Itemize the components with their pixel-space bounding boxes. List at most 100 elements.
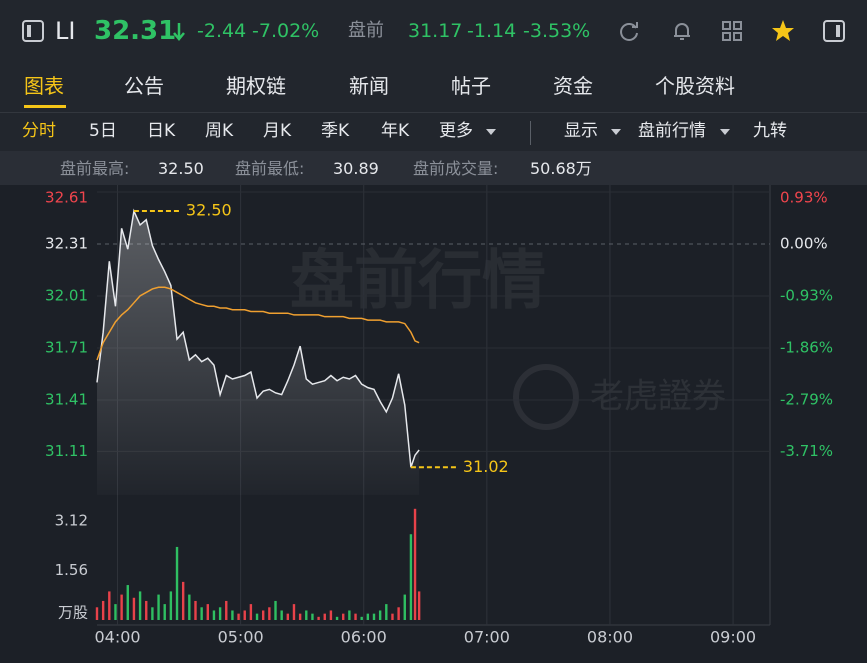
sub-tab[interactable]: 月K (263, 121, 292, 141)
volume-bar (305, 610, 308, 620)
watermark-brand: 老虎證券 (590, 377, 726, 417)
volume-bar (249, 604, 253, 620)
x-tick-label: 08:00 (587, 628, 633, 647)
y-tick-label: 31.41 (45, 390, 88, 408)
volume-bar (200, 607, 203, 620)
back-icon[interactable] (22, 20, 44, 42)
volume-bar (132, 597, 136, 620)
x-tick-label: 06:00 (341, 628, 387, 647)
dropdown-icon (720, 129, 730, 135)
volume-bar (342, 613, 345, 620)
y2-tick-label: -3.71% (780, 442, 833, 460)
x-tick-label: 04:00 (94, 628, 140, 647)
bell-icon[interactable] (671, 20, 693, 42)
dropdown-icon (486, 129, 496, 135)
sub-tab[interactable]: 分时 (22, 121, 56, 141)
y-tick-label: 32.31 (45, 234, 88, 252)
volume-tick-label: 1.56 (55, 561, 88, 579)
stat-label: 盘前成交量: (413, 159, 499, 178)
y2-tick-label: -1.86% (780, 338, 833, 356)
tab[interactable]: 资金 (553, 74, 593, 98)
tab[interactable]: 新闻 (349, 74, 389, 98)
tab[interactable]: 图表 (24, 74, 64, 98)
price-line (96, 208, 420, 468)
watermark: 盘前行情 (290, 245, 546, 319)
volume-bar (126, 585, 129, 620)
volume-bar (372, 613, 376, 620)
volume-bar (397, 607, 400, 620)
pre-change-pct: -3.53% (523, 20, 591, 42)
volume-bar (188, 594, 191, 620)
volume-bar (138, 591, 142, 620)
volume-bar (409, 534, 413, 620)
tab[interactable]: 帖子 (451, 74, 491, 98)
sub-tab[interactable]: 季K (321, 121, 350, 141)
volume-bar (403, 594, 406, 620)
volume-bar (323, 613, 326, 620)
volume-bar (286, 613, 290, 620)
tab[interactable]: 期权链 (226, 74, 286, 98)
volume-bar (317, 616, 320, 620)
volume-bar (194, 600, 197, 620)
volume-bar (268, 607, 271, 620)
tabs: 图表 公告 期权链 新闻 帖子 资金 个股资料 (0, 62, 867, 113)
sub-tab[interactable]: 更多 (439, 121, 473, 141)
volume-bar (151, 607, 154, 620)
volume-bar (212, 610, 216, 620)
pre-price: 31.17 (408, 20, 463, 42)
volume-bar (243, 610, 246, 620)
change-pct: -7.02% (252, 20, 320, 42)
sub-tab[interactable]: 周K (205, 121, 234, 141)
tab[interactable]: 公告 (124, 74, 164, 98)
volume-bar (261, 610, 265, 620)
volume-bar (378, 610, 382, 620)
volume-bar (292, 604, 296, 620)
panel-icon[interactable] (823, 20, 845, 42)
price: 32.31 (94, 16, 177, 46)
volume-tick-label: 3.12 (55, 511, 88, 529)
volume-bar (274, 600, 277, 620)
grid-icon[interactable] (721, 20, 743, 42)
option[interactable]: 九转 (753, 121, 787, 141)
x-tick-label: 09:00 (710, 628, 756, 647)
tab[interactable]: 个股资料 (655, 74, 735, 98)
y2-tick-label: -2.79% (780, 390, 833, 408)
volume-bar (218, 607, 222, 620)
volume-bar (354, 613, 357, 620)
average-line (96, 286, 420, 361)
volume-bar (145, 600, 148, 620)
volume-bar (329, 610, 333, 620)
volume-bar (175, 546, 179, 620)
y2-tick-label: 0.93% (780, 189, 828, 207)
volume-bar (417, 591, 421, 620)
volume-bar (237, 613, 240, 620)
volume-bar (298, 613, 302, 620)
pre-change: -1.14 (467, 20, 517, 42)
option[interactable]: 显示 (564, 121, 598, 141)
annotation-label: 32.50 (186, 201, 232, 220)
x-tick-label: 05:00 (218, 628, 264, 647)
volume-bar (335, 616, 339, 620)
volume-bar (101, 600, 105, 620)
volume-bar (157, 594, 160, 620)
stat-value: 32.50 (158, 159, 204, 178)
volume-bar (181, 581, 185, 620)
refresh-icon[interactable] (618, 20, 640, 42)
stat-value: 30.89 (333, 159, 379, 178)
y2-tick-label: -0.93% (780, 286, 833, 304)
option[interactable]: 盘前行情 (638, 121, 706, 141)
y2-tick-label: 0.00% (780, 234, 828, 252)
y-tick-label: 32.01 (45, 286, 88, 304)
y-tick-label: 31.71 (45, 338, 88, 356)
sub-tab[interactable]: 5日 (89, 121, 117, 141)
stat-value: 50.68万 (530, 159, 592, 178)
volume-bar (120, 594, 123, 620)
volume-bar (366, 613, 370, 620)
sub-tab[interactable]: 年K (381, 121, 410, 141)
star-icon[interactable] (771, 19, 795, 43)
volume-bar (231, 610, 234, 620)
volume-bar (413, 508, 417, 620)
sub-tab[interactable]: 日K (147, 121, 176, 141)
volume-bar (206, 604, 209, 620)
